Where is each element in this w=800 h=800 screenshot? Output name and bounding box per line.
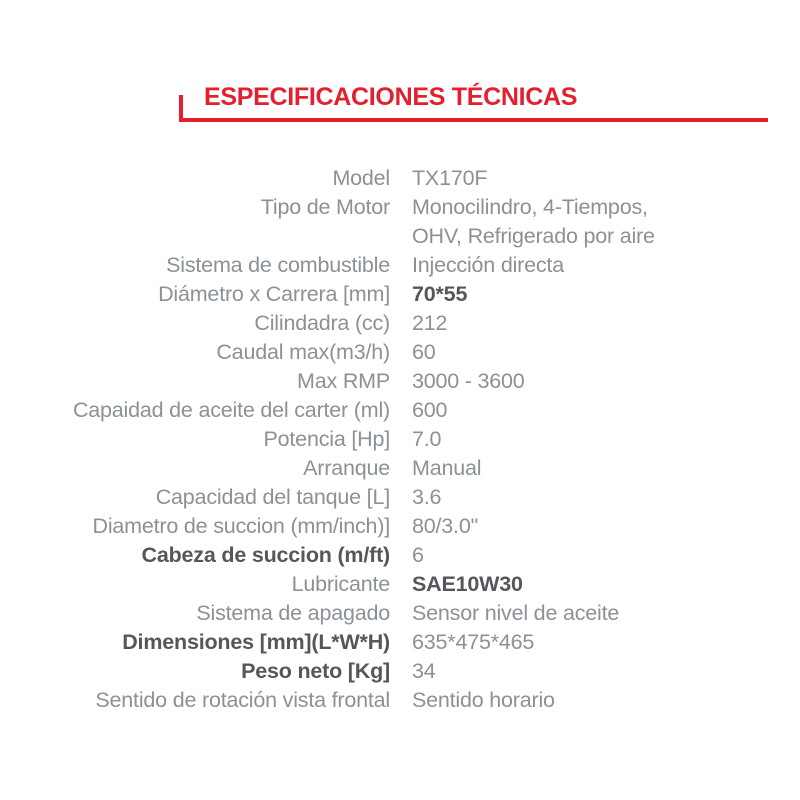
spec-label: Sentido de rotación vista frontal xyxy=(95,688,390,712)
spec-label: Dimensiones [mm](L*W*H) xyxy=(122,630,390,654)
spec-value: 635*475*465 xyxy=(412,630,535,654)
spec-label: Potencia [Hp] xyxy=(263,427,391,451)
spec-value: Sentido horario xyxy=(412,688,555,712)
spec-label: Arranque xyxy=(303,456,390,480)
table-row: Capacidad del tanque [L] 3.6 xyxy=(0,483,800,512)
spec-value: Monocilindro, 4-Tiempos, OHV, Refrigerad… xyxy=(412,193,655,251)
spec-label: Sistema de apagado xyxy=(196,601,390,625)
table-row: Diámetro x Carrera [mm] 70*55 xyxy=(0,280,800,309)
spec-label: Tipo de Motor xyxy=(260,195,390,219)
spec-value: 3000 - 3600 xyxy=(412,369,525,393)
spec-value: 60 xyxy=(412,340,436,364)
title-underline-rule xyxy=(179,95,768,122)
spec-table: Model TX170F Tipo de Motor Monocilindro,… xyxy=(0,164,800,715)
table-row: Potencia [Hp] 7.0 xyxy=(0,425,800,454)
spec-value: Sensor nivel de aceite xyxy=(412,601,620,625)
table-row: Arranque Manual xyxy=(0,454,800,483)
spec-value-line-1: Monocilindro, 4-Tiempos, xyxy=(412,195,648,219)
table-row: Max RMP 3000 - 3600 xyxy=(0,367,800,396)
spec-value: Manual xyxy=(412,456,482,480)
table-row: Model TX170F xyxy=(0,164,800,193)
spec-label: Sistema de combustible xyxy=(166,253,390,277)
spec-label: Diámetro x Carrera [mm] xyxy=(158,282,390,306)
spec-label: Diametro de succion (mm/inch)] xyxy=(92,514,391,538)
spec-value: 34 xyxy=(412,659,436,683)
table-row: Sentido de rotación vista frontal Sentid… xyxy=(0,686,800,715)
spec-label: Peso neto [Kg] xyxy=(241,659,390,683)
spec-value: 80/3.0" xyxy=(412,514,479,538)
table-row: Diametro de succion (mm/inch)] 80/3.0" xyxy=(0,512,800,541)
spec-label: Capacidad del tanque [L] xyxy=(155,485,390,509)
spec-value-line-2: OHV, Refrigerado por aire xyxy=(412,224,655,248)
spec-value: 212 xyxy=(412,311,448,335)
spec-value: Injección directa xyxy=(412,253,564,277)
table-row: Sistema de apagado Sensor nivel de aceit… xyxy=(0,599,800,628)
table-row: Cilindadra (cc) 212 xyxy=(0,309,800,338)
table-row: Peso neto [Kg] 34 xyxy=(0,657,800,686)
table-row: Sistema de combustible Injección directa xyxy=(0,251,800,280)
spec-label: Capaidad de aceite del carter (ml) xyxy=(72,398,390,422)
spec-label: Cabeza de succion (m/ft) xyxy=(141,543,391,567)
table-row: Caudal max(m3/h) 60 xyxy=(0,338,800,367)
table-row: Capaidad de aceite del carter (ml) 600 xyxy=(0,396,800,425)
spec-value: 7.0 xyxy=(412,427,442,451)
table-row: Cabeza de succion (m/ft) 6 xyxy=(0,541,800,570)
spec-label: Caudal max(m3/h) xyxy=(216,340,390,364)
table-row: Dimensiones [mm](L*W*H) 635*475*465 xyxy=(0,628,800,657)
table-row: Tipo de Motor Monocilindro, 4-Tiempos, O… xyxy=(0,193,800,251)
spec-label: Max RMP xyxy=(297,369,390,393)
table-row: Lubricante SAE10W30 xyxy=(0,570,800,599)
spec-value: 600 xyxy=(412,398,448,422)
spec-label: Cilindadra (cc) xyxy=(254,311,390,335)
spec-value: 70*55 xyxy=(412,282,468,306)
spec-label: Model xyxy=(332,166,390,190)
spec-value: 3.6 xyxy=(412,485,442,509)
page-title: ESPECIFICACIONES TÉCNICAS xyxy=(204,83,578,111)
spec-label: Lubricante xyxy=(291,572,391,596)
spec-value: 6 xyxy=(412,543,424,567)
spec-value: SAE10W30 xyxy=(412,572,523,596)
spec-value: TX170F xyxy=(412,166,488,190)
